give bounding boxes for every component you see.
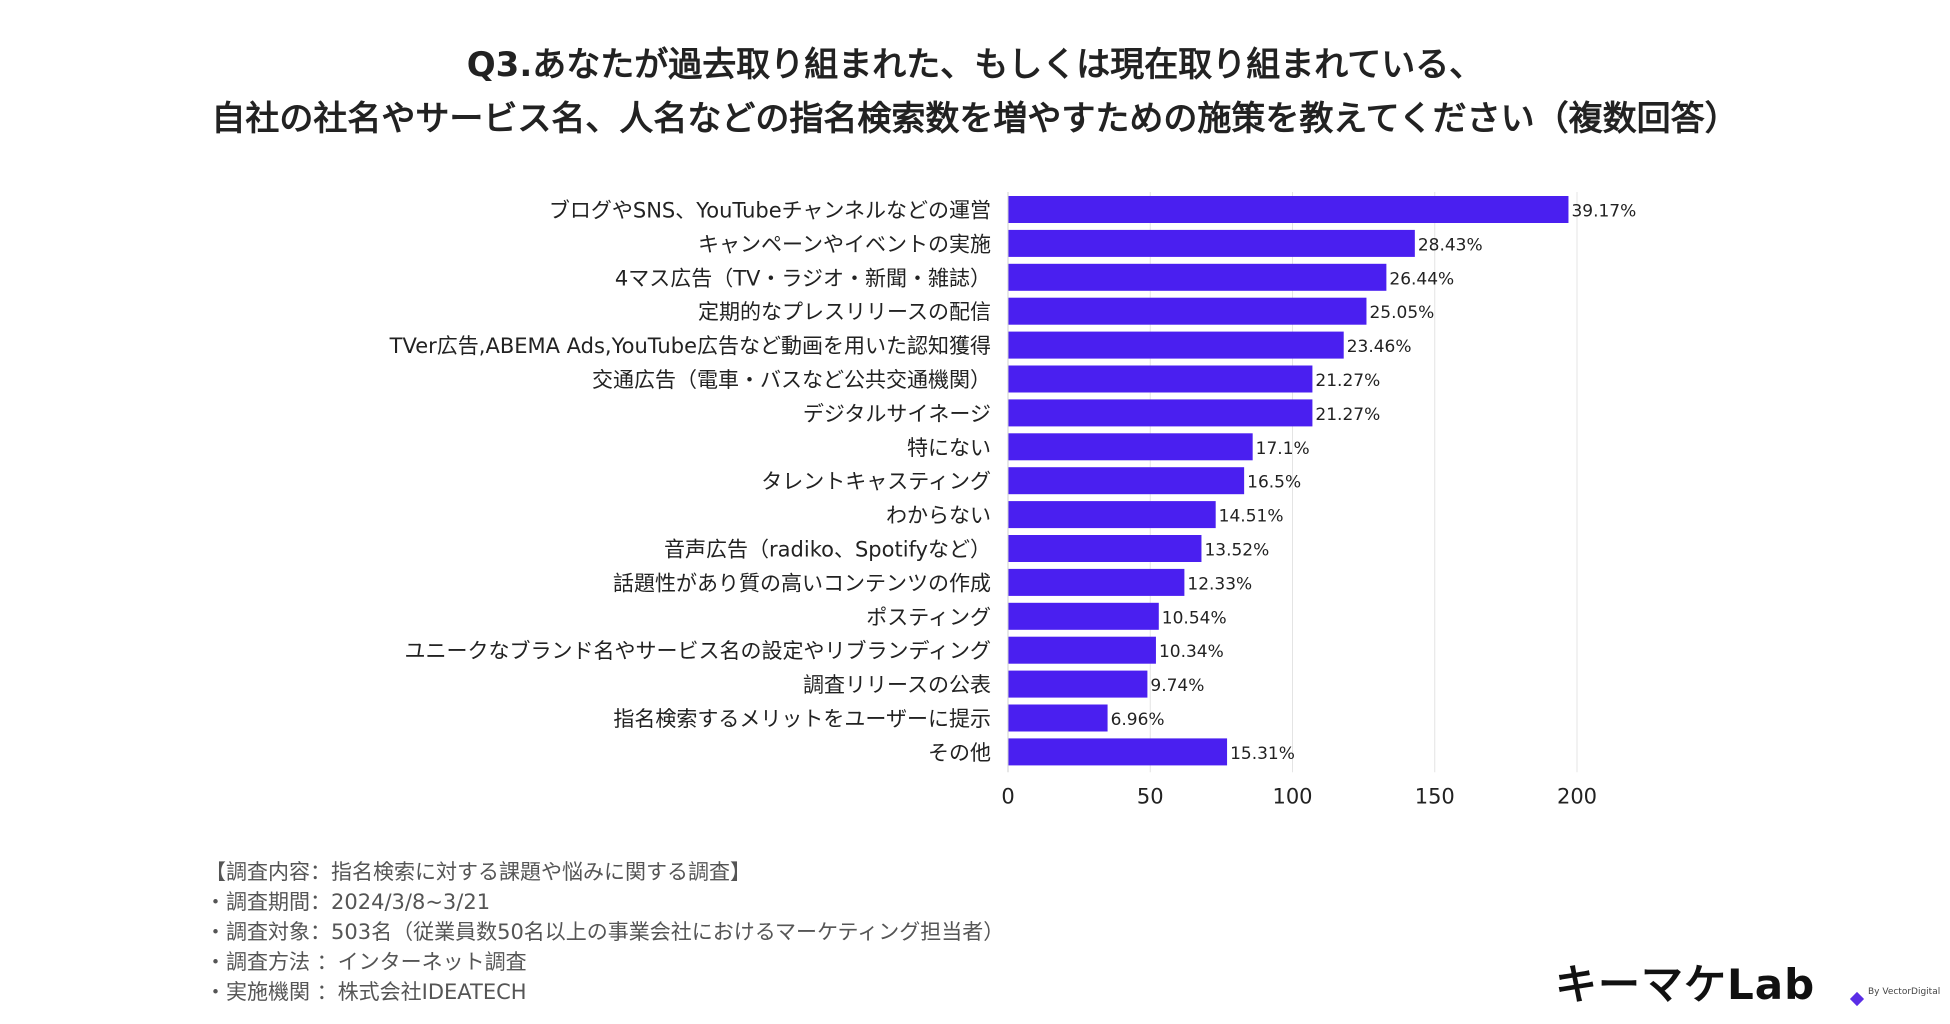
data-label: 10.54% bbox=[1162, 608, 1227, 628]
x-tick-label: 0 bbox=[1001, 784, 1014, 808]
bar bbox=[1008, 196, 1569, 223]
bar bbox=[1008, 568, 1185, 596]
data-label: 25.05% bbox=[1369, 303, 1434, 323]
bar bbox=[1008, 670, 1148, 698]
logo-accent-mark bbox=[1849, 991, 1865, 1007]
survey-notes: 【調査内容：指名検索に対する課題や悩みに関する調査】 ・調査期間：2024/3/… bbox=[205, 857, 1004, 1007]
category-label: その他 bbox=[928, 741, 991, 765]
data-label: 16.5% bbox=[1247, 473, 1301, 493]
brand-logo: キーマケLab By VectorDigital bbox=[1555, 960, 1940, 1010]
category-label: 調査リリースの公表 bbox=[803, 673, 991, 697]
survey-note-target: ・調査対象：503名（従業員数50名以上の事業会社におけるマーケティング担当者） bbox=[205, 920, 1005, 944]
x-tick-label: 200 bbox=[1557, 784, 1597, 808]
category-label: 特にない bbox=[907, 436, 991, 460]
survey-note-content: 【調査内容：指名検索に対する課題や悩みに関する調査】 bbox=[205, 860, 751, 884]
category-label: 音声広告（radiko、Spotifyなど） bbox=[664, 538, 991, 562]
bar-chart: ブログやSNS、YouTubeチャンネルなどの運営 39.17% キャンペーンやイベ… bbox=[389, 192, 1636, 808]
bar bbox=[1008, 602, 1159, 630]
category-label: ポスティング bbox=[866, 605, 991, 629]
category-label: ブログやSNS、YouTubeチャンネルなどの運営 bbox=[549, 199, 991, 223]
bar bbox=[1008, 467, 1245, 495]
category-label: 4マス広告（TV・ラジオ・新聞・雑誌） bbox=[615, 266, 991, 290]
category-label: タレントキャスティング bbox=[761, 470, 991, 494]
survey-note-period: ・調査期間：2024/3/8~3/21 bbox=[205, 890, 491, 914]
bar bbox=[1008, 331, 1344, 359]
x-tick-label: 50 bbox=[1137, 784, 1164, 808]
bar bbox=[1008, 399, 1313, 427]
survey-note-organizer: ・実施機関 ：株式会社IDEATECH bbox=[205, 980, 527, 1004]
bar bbox=[1008, 365, 1313, 393]
bar bbox=[1008, 738, 1228, 766]
category-label: 交通広告（電車・バスなど公共交通機関） bbox=[592, 368, 991, 392]
title-line-2: 自社の社名やサービス名、人名などの指名検索数を増やすための施策を教えてください（… bbox=[211, 99, 1739, 139]
data-label: 10.34% bbox=[1159, 642, 1224, 662]
bar bbox=[1008, 501, 1216, 529]
category-label: わからない bbox=[886, 504, 991, 528]
data-label: 39.17% bbox=[1571, 202, 1636, 222]
category-label: ユニークなブランド名やサービス名の設定やリブランディング bbox=[404, 639, 991, 663]
category-label: デジタルサイネージ bbox=[803, 402, 991, 426]
logo-subtitle: By VectorDigital bbox=[1868, 987, 1941, 997]
bar bbox=[1008, 433, 1253, 461]
category-label: 定期的なプレスリリースの配信 bbox=[698, 300, 991, 324]
data-label: 26.44% bbox=[1389, 269, 1454, 289]
chart-title: Q3.あなたが過去取り組まれた、もしくは現在取り組まれている、 自社の社名やサー… bbox=[0, 38, 1950, 146]
category-label: TVer広告,ABEMA Ads,YouTube広告など動画を用いた認知獲得 bbox=[389, 334, 991, 358]
bar bbox=[1008, 636, 1156, 664]
bar bbox=[1008, 263, 1387, 291]
data-label: 21.27% bbox=[1315, 405, 1380, 425]
data-label: 15.31% bbox=[1230, 744, 1295, 764]
bar bbox=[1008, 704, 1108, 732]
category-label: キャンペーンやイベントの実施 bbox=[698, 232, 991, 256]
title-line-1: Q3.あなたが過去取り組まれた、もしくは現在取り組まれている、 bbox=[466, 45, 1484, 85]
data-label: 28.43% bbox=[1418, 235, 1483, 255]
data-label: 23.46% bbox=[1347, 337, 1412, 357]
data-label: 21.27% bbox=[1315, 371, 1380, 391]
x-tick-label: 100 bbox=[1272, 784, 1312, 808]
bar bbox=[1008, 229, 1415, 257]
category-label: 話題性があり質の高いコンテンツの作成 bbox=[613, 571, 991, 595]
bar bbox=[1008, 297, 1367, 325]
data-label: 13.52% bbox=[1204, 541, 1269, 561]
bar bbox=[1008, 535, 1202, 562]
survey-note-method: ・調査方法 ：インターネット調査 bbox=[205, 950, 527, 974]
data-label: 17.1% bbox=[1256, 439, 1310, 459]
data-label: 14.51% bbox=[1219, 507, 1284, 527]
data-label: 12.33% bbox=[1187, 574, 1252, 594]
category-label: 指名検索するメリットをユーザーに提示 bbox=[613, 707, 991, 731]
data-label: 9.74% bbox=[1150, 676, 1204, 696]
data-label: 6.96% bbox=[1111, 710, 1165, 730]
logo-text: キーマケLab bbox=[1555, 960, 1816, 1009]
x-tick-label: 150 bbox=[1415, 784, 1455, 808]
